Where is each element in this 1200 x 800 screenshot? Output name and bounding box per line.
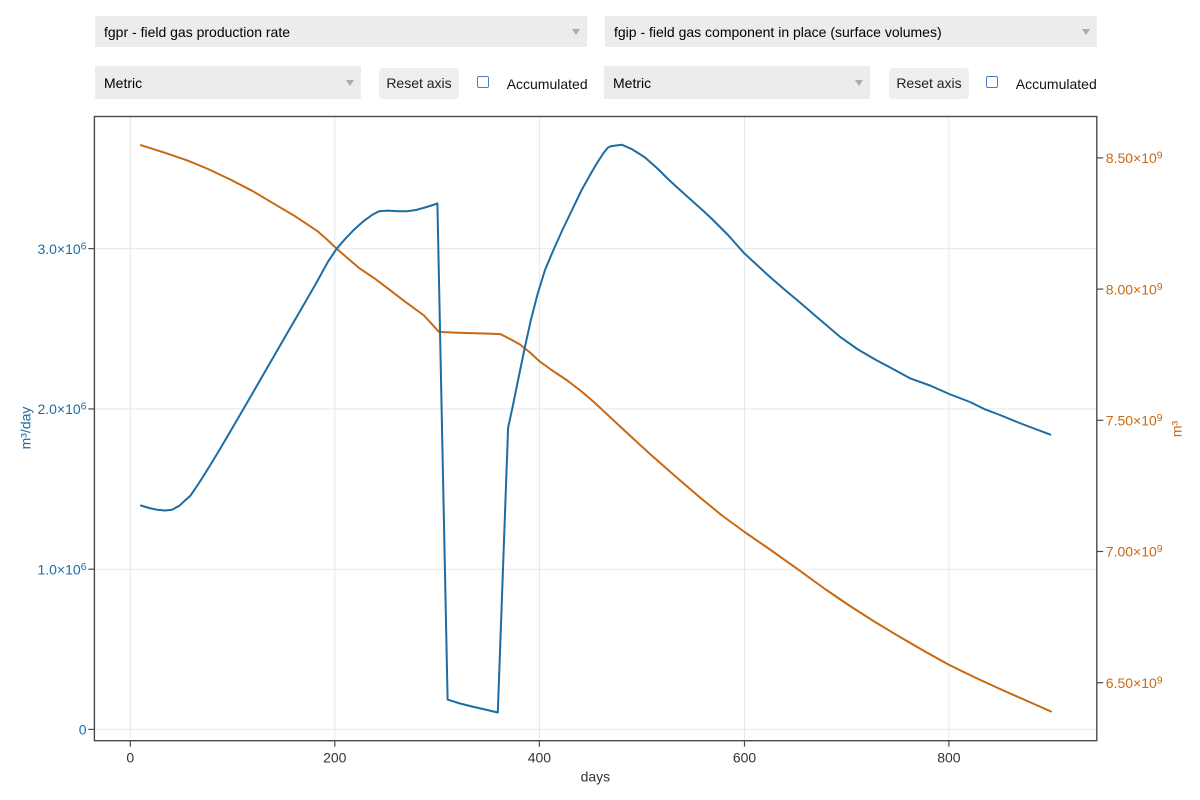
svg-text:600: 600 <box>733 750 757 766</box>
svg-text:6.50×109: 6.50×109 <box>1106 674 1163 691</box>
svg-text:0: 0 <box>126 750 134 766</box>
svg-text:8.50×109: 8.50×109 <box>1106 150 1163 167</box>
svg-text:0: 0 <box>79 722 87 738</box>
svg-text:days: days <box>581 769 611 785</box>
svg-text:7.00×109: 7.00×109 <box>1106 543 1163 560</box>
svg-text:200: 200 <box>323 750 347 766</box>
svg-text:m³: m³ <box>1169 421 1185 438</box>
svg-text:400: 400 <box>528 750 552 766</box>
svg-text:8.00×109: 8.00×109 <box>1106 281 1163 298</box>
svg-text:m³/day: m³/day <box>18 407 34 450</box>
svg-text:2.0×106: 2.0×106 <box>37 401 86 418</box>
svg-text:800: 800 <box>937 750 961 766</box>
svg-text:3.0×106: 3.0×106 <box>37 240 86 256</box>
svg-text:7.50×109: 7.50×109 <box>1106 412 1163 429</box>
svg-text:1.0×106: 1.0×106 <box>37 561 86 578</box>
